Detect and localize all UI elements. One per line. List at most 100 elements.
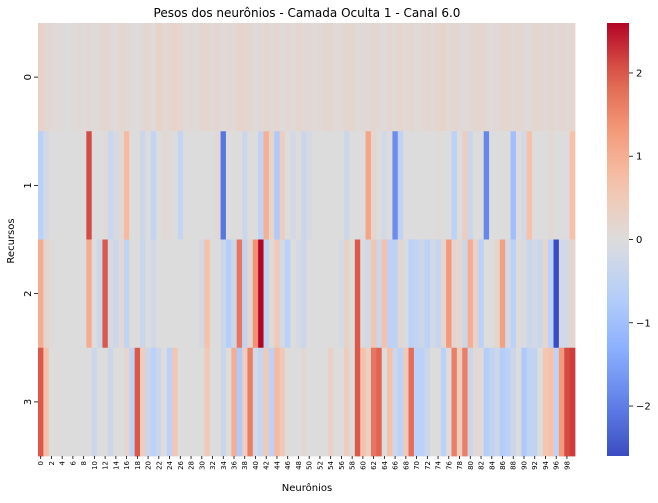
- heatmap-cell: [172, 347, 179, 457]
- heatmap-cell: [558, 239, 565, 349]
- heatmap-cell: [392, 23, 399, 132]
- heatmap-cell: [258, 347, 264, 457]
- x-tick-label: 40: [252, 461, 260, 470]
- heatmap-cell: [553, 23, 560, 132]
- heatmap-cell: [182, 131, 189, 240]
- heatmap-cell: [489, 239, 495, 349]
- heatmap-cell: [327, 23, 334, 132]
- heatmap-cell: [521, 239, 528, 349]
- heatmap-cell: [64, 239, 71, 349]
- x-tick-label: 86: [499, 460, 507, 469]
- heatmap-cell: [123, 347, 130, 457]
- heatmap-cell: [70, 131, 76, 240]
- heatmap-cell: [354, 239, 361, 349]
- heatmap-cell: [123, 131, 130, 240]
- heatmap-cell: [113, 239, 119, 349]
- heatmap-cell: [59, 347, 66, 457]
- heatmap-cell: [376, 131, 383, 240]
- heatmap-cell: [505, 131, 511, 240]
- heatmap-cell: [252, 347, 259, 457]
- heatmap-cell: [505, 23, 511, 132]
- heatmap-cell: [225, 239, 232, 349]
- x-tick-label: 96: [553, 460, 561, 469]
- heatmap-cell: [91, 239, 98, 349]
- heatmap-cell: [236, 239, 243, 349]
- heatmap-cell: [354, 131, 361, 240]
- heatmap-cell: [462, 23, 468, 132]
- heatmap-cell: [413, 239, 420, 349]
- heatmap-cell: [430, 347, 436, 457]
- heatmap-cell: [204, 131, 211, 240]
- heatmap-cell: [467, 347, 474, 457]
- heatmap-cell: [510, 239, 517, 349]
- heatmap-cell: [247, 347, 254, 457]
- heatmap-cell: [274, 23, 281, 132]
- heatmap-cell: [166, 347, 173, 457]
- heatmap-cell: [123, 239, 130, 349]
- heatmap-cell: [290, 131, 297, 240]
- heatmap-cell: [91, 23, 98, 132]
- heatmap-cell: [440, 239, 447, 349]
- heatmap-cell: [54, 239, 60, 349]
- heatmap-cell: [564, 131, 571, 240]
- y-tick-label: 2: [23, 290, 34, 296]
- heatmap-cell: [107, 239, 114, 349]
- x-tick-label: 58: [349, 461, 357, 470]
- heatmap-cell: [231, 347, 238, 457]
- heatmap-cell: [349, 239, 356, 349]
- colorbar: −2 −1 0 1 2: [607, 23, 651, 456]
- heatmap-cell: [97, 239, 103, 349]
- heatmap-cell: [317, 131, 324, 240]
- x-tick-label: 94: [542, 460, 550, 469]
- heatmap-cell: [145, 131, 152, 240]
- heatmap-cell: [188, 23, 195, 132]
- heatmap-cell: [451, 23, 458, 132]
- heatmap-cell: [177, 23, 184, 132]
- heatmap-cell: [107, 131, 114, 240]
- heatmap-cell: [370, 131, 377, 240]
- heatmap-cell: [188, 239, 195, 349]
- heatmap-cell: [370, 23, 377, 132]
- heatmap-cell: [166, 239, 173, 349]
- heatmap-cell: [569, 239, 576, 349]
- heatmap-cell: [38, 347, 44, 457]
- heatmap-cell: [263, 239, 270, 349]
- heatmap-cell: [376, 23, 383, 132]
- heatmap-cell: [188, 347, 195, 457]
- heatmap-cell: [102, 239, 109, 349]
- heatmap-cell: [193, 347, 200, 457]
- heatmap-cell: [129, 239, 136, 349]
- heatmap-cell: [451, 347, 458, 457]
- heatmap-cell: [505, 239, 511, 349]
- heatmap-cell: [70, 239, 76, 349]
- heatmap-cell: [199, 239, 205, 349]
- heatmap-cell: [258, 239, 264, 349]
- x-tick-label: 20: [145, 461, 153, 470]
- heatmap-cell: [236, 347, 243, 457]
- heatmap-cell: [408, 347, 415, 457]
- heatmap-cell: [494, 239, 501, 349]
- x-tick-label: 12: [102, 461, 110, 470]
- heatmap-cell: [220, 131, 227, 240]
- heatmap-cell: [209, 239, 216, 349]
- heatmap-cell: [59, 23, 66, 132]
- x-tick-label: 84: [488, 460, 496, 469]
- x-tick-label: 30: [198, 461, 206, 470]
- x-tick-label: 14: [112, 460, 120, 469]
- colorbar-tick-label: −2: [636, 402, 651, 413]
- heatmap-cell: [435, 131, 442, 240]
- heatmap-cell: [268, 23, 275, 132]
- heatmap-cell: [370, 347, 377, 457]
- x-tick-label: 52: [316, 461, 324, 470]
- x-tick-label: 72: [424, 461, 432, 470]
- heatmap-cell: [145, 23, 152, 132]
- heatmap-cell: [510, 23, 517, 132]
- heatmap-cell: [150, 23, 157, 132]
- heatmap-cell: [472, 131, 479, 240]
- heatmap-cell: [408, 131, 415, 240]
- heatmap-cell: [558, 131, 565, 240]
- heatmap-cell: [564, 23, 571, 132]
- heatmap-cell: [107, 347, 114, 457]
- heatmap-cell: [268, 131, 275, 240]
- heatmap-cell: [360, 23, 366, 132]
